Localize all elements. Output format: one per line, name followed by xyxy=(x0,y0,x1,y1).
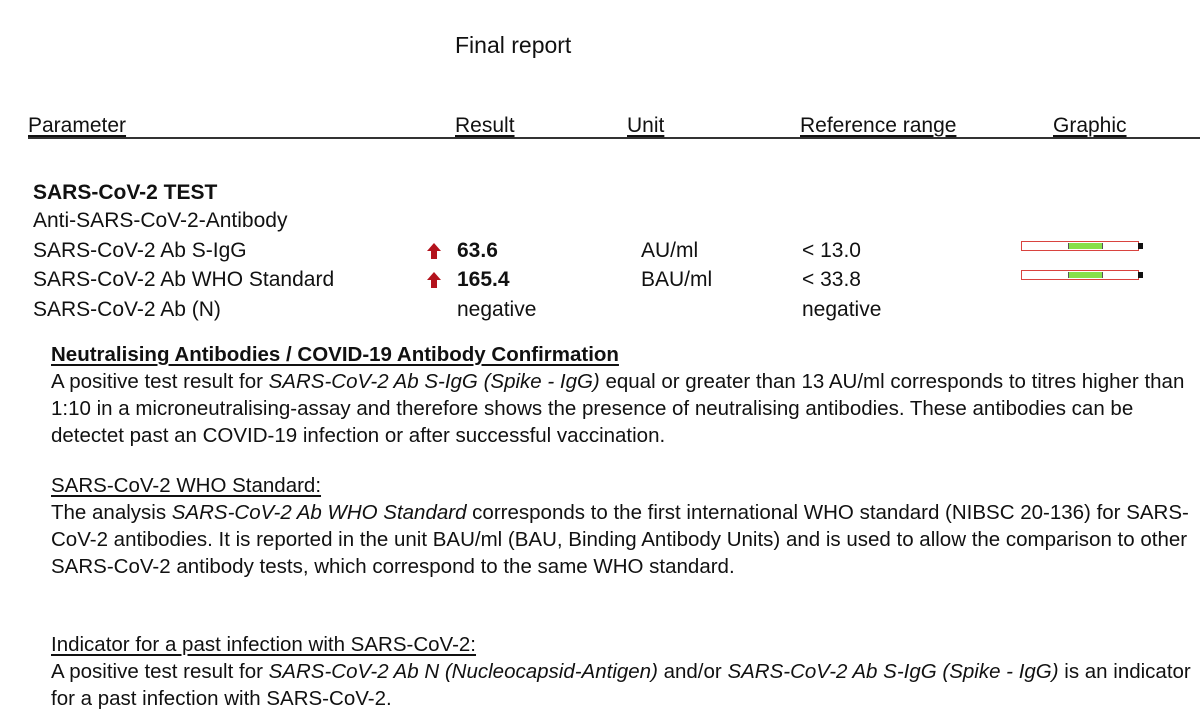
result-graphic-bar xyxy=(1021,270,1143,280)
column-header-reference-range: Reference range xyxy=(800,114,957,137)
text-run-italic: SARS-CoV-2 Ab N (Nucleocapsid-Antigen) xyxy=(268,660,658,683)
high-arrow-icon xyxy=(427,243,441,259)
text-run: The analysis xyxy=(51,501,172,524)
section-heading: Indicator for a past infection with SARS… xyxy=(51,633,477,656)
high-arrow-icon xyxy=(427,272,441,288)
unit: AU/ml xyxy=(641,239,699,262)
section-heading: Neutralising Antibodies / COVID-19 Antib… xyxy=(51,343,619,366)
parameter-name: SARS-CoV-2 Ab (N) xyxy=(33,298,221,321)
result-value: negative xyxy=(457,298,537,321)
result-value: 63.6 xyxy=(457,239,498,262)
text-run-italic: SARS-CoV-2 Ab S-IgG (Spike - IgG) xyxy=(268,370,600,393)
result-value: 165.4 xyxy=(457,268,510,291)
test-group-title: SARS-CoV-2 TEST xyxy=(33,181,218,204)
column-header-unit: Unit xyxy=(627,114,665,137)
section-past-infection-indicator: Indicator for a past infection with SARS… xyxy=(51,631,1191,712)
section-heading: SARS-CoV-2 WHO Standard: xyxy=(51,474,322,497)
result-marker xyxy=(1138,272,1143,278)
reference-range: negative xyxy=(802,298,882,321)
text-run-italic: SARS-CoV-2 Ab WHO Standard xyxy=(171,501,467,524)
text-run: A positive test result for xyxy=(51,660,269,683)
section-text: A positive test result for SARS-CoV-2 Ab… xyxy=(51,368,1191,449)
report-title: Final report xyxy=(455,32,572,58)
normal-range-fill xyxy=(1068,243,1104,249)
text-run: is an indicator for a past infection wit… xyxy=(51,660,1191,710)
column-header-result: Result xyxy=(455,114,515,137)
parameter-name: SARS-CoV-2 Ab S-IgG xyxy=(33,239,247,262)
text-run: and/or xyxy=(657,660,728,683)
section-neutralising-antibodies: Neutralising Antibodies / COVID-19 Antib… xyxy=(51,341,1191,449)
unit: BAU/ml xyxy=(641,268,713,291)
section-who-standard: SARS-CoV-2 WHO Standard: The analysis SA… xyxy=(51,472,1191,580)
text-run-italic: SARS-CoV-2 Ab S-IgG (Spike - IgG) xyxy=(727,660,1059,683)
text-run: A positive test result for xyxy=(51,370,269,393)
normal-range-fill xyxy=(1068,272,1104,278)
result-graphic-bar xyxy=(1021,241,1143,251)
column-header-graphic: Graphic xyxy=(1053,114,1127,137)
reference-range: < 33.8 xyxy=(802,268,861,291)
parameter-name: SARS-CoV-2 Ab WHO Standard xyxy=(33,268,335,291)
test-subgroup-title: Anti-SARS-CoV-2-Antibody xyxy=(33,209,288,232)
reference-range: < 13.0 xyxy=(802,239,861,262)
section-text: The analysis SARS-CoV-2 Ab WHO Standard … xyxy=(51,499,1191,580)
result-marker xyxy=(1138,243,1143,249)
text-run: equal or greater than 13 AU/ml correspon… xyxy=(51,370,1185,447)
header-rule xyxy=(28,137,1200,139)
text-run: corresponds to the first international W… xyxy=(51,501,1189,578)
section-text: A positive test result for SARS-CoV-2 Ab… xyxy=(51,658,1191,712)
column-header-parameter: Parameter xyxy=(28,114,127,137)
